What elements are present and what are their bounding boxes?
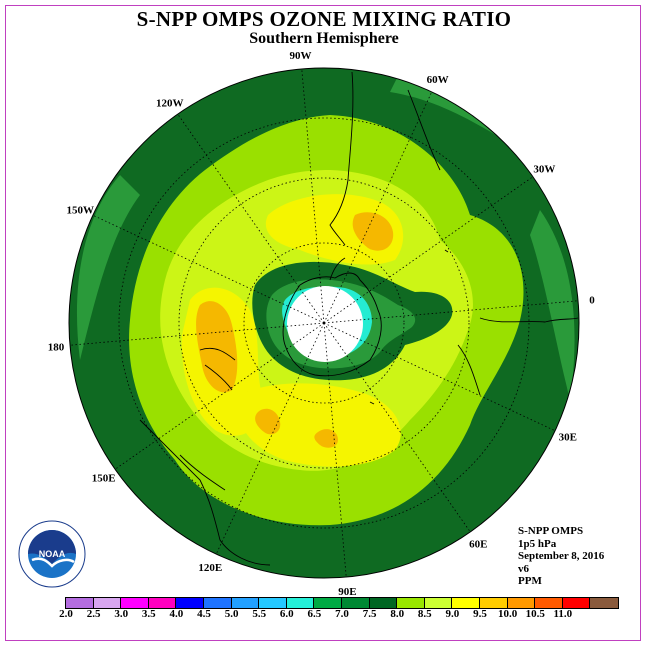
logo-wordmark: NOAA [39, 549, 66, 559]
colorbar-swatch [121, 598, 149, 608]
colorbar-tick-label: 6.5 [307, 608, 322, 620]
meridian-line [323, 322, 556, 432]
colorbar-tick-label: 5.5 [252, 608, 267, 620]
contour-9.0-region [255, 408, 281, 435]
page-subtitle: Southern Hemisphere [249, 30, 399, 47]
colorbar-swatch [231, 598, 260, 608]
colorbar-swatch [507, 598, 536, 608]
noaa-logo: NOAA [18, 520, 86, 588]
meridian-line [323, 91, 433, 324]
meridian-line [323, 176, 534, 324]
longitude-label: 150E [92, 472, 116, 484]
longitude-label: 180 [48, 341, 65, 353]
ozone-field [69, 68, 579, 578]
coastlines [139, 71, 579, 566]
contour-9.0-region [314, 429, 338, 448]
date-label: September 8, 2016 [518, 550, 605, 562]
colorbar-tick-label: 8.5 [417, 608, 432, 620]
colorbar-swatch [369, 598, 398, 608]
colorbar-tick-label: 7.5 [362, 608, 377, 620]
colorbar-swatch [535, 598, 563, 608]
colorbar-tick-label: 10.5 [525, 608, 545, 620]
colorbar-tick-label: 4.0 [169, 608, 184, 620]
graticule [69, 68, 579, 578]
colorbar-swatch [259, 598, 287, 608]
contour-6.5-patch [530, 210, 575, 400]
colorbar-tick-label: 10.0 [497, 608, 518, 620]
meridian-line [177, 113, 325, 324]
contour-9.0-region [352, 212, 394, 251]
colorbar [65, 597, 619, 609]
info-block: S-NPP OMPS 1p5 hPa September 8, 2016 v6 … [518, 525, 604, 588]
colorbar-tick-label: 11.0 [553, 608, 573, 620]
meridian-line [323, 322, 347, 578]
longitude-labels: 0 30E 60E 90E 120E 150E 180 150W 120W 90W 60W 30W [48, 50, 595, 598]
colorbar-swatch [590, 598, 618, 608]
version-label: v6 [518, 562, 529, 575]
colorbar-tick-label: 3.0 [114, 608, 129, 620]
meridian-line [69, 322, 325, 346]
meridian-line [215, 322, 325, 555]
colorbar-tick-label: 7.0 [335, 608, 349, 620]
longitude-label: 90W [290, 50, 312, 62]
figure-frame [5, 5, 641, 641]
colorbar-swatch [424, 598, 453, 608]
meridian-line [92, 214, 325, 324]
meridian-line [301, 68, 325, 324]
meridian-line [114, 322, 325, 470]
contour-8.5-region [237, 383, 401, 467]
pressure-level-label: 1p5 hPa [518, 537, 557, 550]
instrument-label: S-NPP OMPS [518, 525, 584, 537]
meridian-line [323, 300, 579, 324]
contour-6.5-patch [390, 72, 520, 150]
colorbar-ticks: 2.0 2.5 3.0 3.5 4.0 4.5 5.0 5.5 6.0 6.5 7.0 7.5 8.0 8… [0, 608, 648, 622]
longitude-label: 120E [198, 562, 222, 574]
colorbar-swatch [452, 598, 480, 608]
colorbar-swatch [176, 598, 204, 608]
meridian-line [323, 322, 471, 533]
colorbar-swatch [397, 598, 425, 608]
colorbar-swatch [148, 598, 177, 608]
colorbar-swatch [66, 598, 94, 608]
colorbar-swatch [93, 598, 122, 608]
longitude-label: 120W [156, 98, 184, 110]
colorbar-swatch [341, 598, 370, 608]
colorbar-tick-label: 9.0 [445, 608, 460, 620]
colorbar-tick-label: 3.5 [141, 608, 156, 620]
contour-6.5-patch [76, 175, 140, 360]
longitude-label: 90E [338, 586, 356, 598]
colorbar-swatch [314, 598, 342, 608]
colorbar-swatch [562, 598, 591, 608]
longitude-label: 0 [589, 295, 595, 307]
longitude-label: 150W [66, 204, 94, 216]
longitude-label: 30E [559, 432, 577, 444]
longitude-label: 60E [469, 538, 487, 550]
colorbar-tick-label: 5.0 [224, 608, 239, 620]
colorbar-tick-label: 9.5 [473, 608, 487, 620]
colorbar-swatch [203, 598, 232, 608]
longitude-label: 60W [427, 74, 449, 86]
colorbar-tick-label: 4.5 [197, 608, 211, 620]
colorbar-swatch [479, 598, 508, 608]
colorbar-swatch [286, 598, 315, 608]
colorbar-tick-label: 2.5 [86, 608, 101, 620]
colorbar-tick-label: 2.0 [59, 608, 73, 620]
colorbar-tick-label: 6.0 [279, 608, 294, 620]
page-title: S-NPP OMPS OZONE MIXING RATIO [136, 7, 512, 31]
units-label: PPM [518, 575, 542, 587]
colorbar-tick-label: 8.0 [390, 608, 405, 620]
map-boundary [68, 67, 580, 579]
longitude-label: 30W [533, 164, 555, 176]
contour-9.0-region [196, 301, 238, 393]
